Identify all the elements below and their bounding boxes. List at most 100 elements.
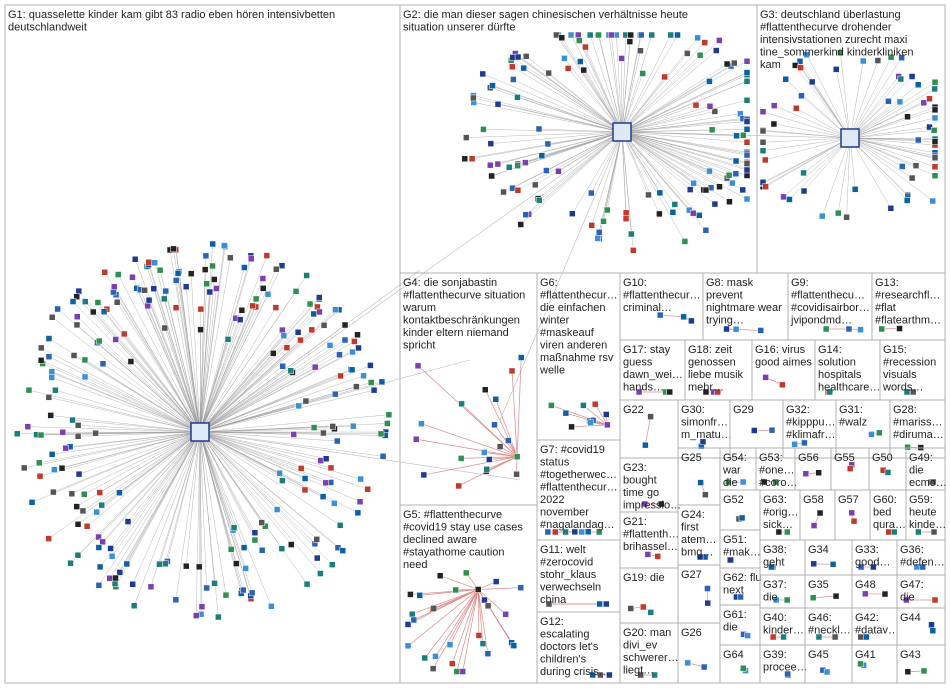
edge — [199, 298, 257, 433]
edge — [491, 131, 623, 177]
group-label-line: G4: die sonjabastin — [403, 277, 497, 289]
group-label-line: kontaktbeschränkungen — [403, 315, 520, 327]
edge — [621, 131, 710, 172]
node — [898, 54, 905, 61]
edge — [538, 128, 623, 133]
node — [341, 321, 349, 329]
group-label-line: nightmare wear — [706, 302, 782, 314]
edge — [849, 137, 936, 168]
node — [644, 551, 652, 558]
edge — [591, 131, 623, 194]
node — [837, 49, 844, 56]
group-label-line: G30: — [681, 404, 705, 416]
node — [700, 663, 708, 671]
edge — [762, 137, 851, 143]
edge — [585, 46, 623, 133]
node — [227, 254, 234, 262]
group-label-line: #flattenthecurve drohender — [760, 22, 892, 34]
edge — [199, 131, 623, 433]
edge — [185, 431, 201, 567]
group-label: G43 — [900, 649, 921, 661]
node — [743, 138, 751, 146]
edge — [621, 53, 688, 133]
edge — [199, 431, 331, 483]
edge — [564, 58, 623, 133]
node — [334, 437, 341, 445]
edge — [598, 34, 623, 133]
node — [743, 195, 751, 203]
edge — [417, 365, 518, 457]
edge — [199, 431, 302, 469]
node — [929, 478, 937, 486]
group-label-line: hospitals — [818, 369, 862, 381]
group-label-line: bought — [623, 475, 657, 487]
edge — [535, 131, 623, 186]
node — [247, 255, 255, 263]
group-label-line: die — [763, 592, 778, 604]
node — [702, 491, 709, 498]
node — [809, 594, 817, 602]
edge — [164, 327, 201, 433]
group-label: G1: quasselette kinder kam gibt 83 radio… — [8, 9, 335, 34]
node — [113, 298, 121, 306]
group-label-line: intensivstationen zurecht maxi — [760, 34, 907, 46]
node — [782, 76, 789, 83]
node — [800, 169, 807, 177]
group-label-line: #neckl… — [808, 625, 851, 637]
edge — [78, 290, 201, 433]
node — [320, 322, 328, 329]
node — [904, 113, 911, 121]
node — [912, 162, 920, 169]
node — [686, 186, 694, 193]
group-label-line: kinde… — [909, 519, 946, 531]
edge — [136, 288, 201, 433]
node — [586, 31, 594, 39]
node — [37, 431, 45, 439]
node — [626, 38, 634, 45]
edge — [849, 137, 936, 153]
group-label: G36: #defen… — [900, 544, 945, 569]
edge — [199, 291, 297, 433]
node — [68, 490, 76, 498]
group-label-line: G49: — [909, 452, 933, 464]
node — [329, 423, 337, 430]
group-label-line: die einfachen — [540, 302, 605, 314]
node — [116, 569, 124, 576]
node — [73, 313, 81, 320]
edge — [849, 137, 908, 201]
group-label-line: G28: — [893, 404, 917, 416]
node — [238, 307, 246, 314]
group-label-line: G54: — [723, 452, 747, 464]
group-label: G55 — [834, 452, 855, 464]
edge — [199, 431, 272, 607]
edge — [199, 307, 277, 433]
node — [885, 98, 892, 105]
node — [172, 277, 180, 284]
node — [348, 366, 356, 374]
node — [62, 444, 69, 452]
edge — [849, 102, 924, 139]
node — [637, 47, 644, 54]
edge — [199, 255, 268, 433]
group-label-line: G46: — [808, 612, 832, 624]
group-label-line: #flattenthecu… — [791, 290, 865, 302]
edge — [199, 347, 288, 433]
node — [915, 528, 922, 536]
node — [251, 529, 259, 536]
node — [416, 592, 423, 599]
node — [310, 424, 318, 431]
edge — [99, 340, 201, 433]
edge — [849, 137, 933, 202]
node — [370, 386, 378, 394]
edge — [621, 131, 748, 143]
edge — [72, 419, 201, 433]
node — [522, 211, 530, 218]
node — [832, 592, 840, 600]
edge — [199, 334, 358, 433]
node — [203, 584, 210, 592]
group-label-line: guess — [623, 357, 653, 369]
node — [510, 76, 517, 83]
node — [832, 66, 840, 73]
node — [628, 230, 635, 238]
node — [545, 69, 552, 77]
